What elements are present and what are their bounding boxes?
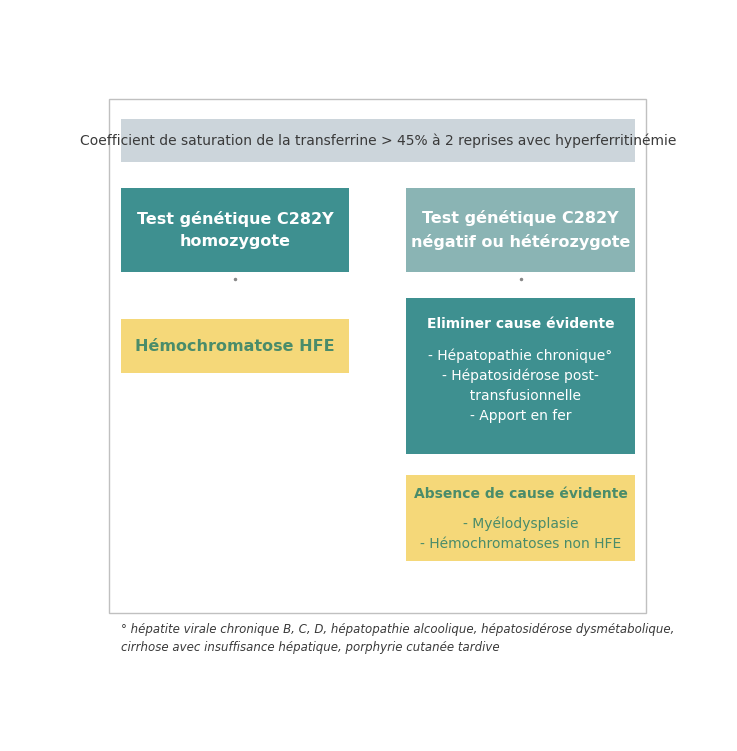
Text: - Myélodysplasie
- Hémochromatoses non HFE: - Myélodysplasie - Hémochromatoses non H… bbox=[420, 517, 621, 551]
FancyBboxPatch shape bbox=[406, 189, 635, 273]
FancyBboxPatch shape bbox=[121, 318, 349, 373]
FancyBboxPatch shape bbox=[109, 99, 646, 614]
Text: Coefficient de saturation de la transferrine > 45% à 2 reprises avec hyperferrit: Coefficient de saturation de la transfer… bbox=[80, 134, 676, 148]
FancyBboxPatch shape bbox=[406, 298, 635, 454]
Text: Test génétique C282Y
négatif ou hétérozygote: Test génétique C282Y négatif ou hétérozy… bbox=[411, 210, 630, 250]
FancyBboxPatch shape bbox=[121, 189, 349, 273]
Text: Absence de cause évidente: Absence de cause évidente bbox=[413, 487, 627, 501]
FancyBboxPatch shape bbox=[121, 119, 635, 162]
Text: - Hépatopathie chronique°
- Hépatosidérose post-
  transfusionnelle
- Apport en : - Hépatopathie chronique° - Hépatosidéro… bbox=[428, 348, 612, 424]
Text: Test génétique C282Y
homozygote: Test génétique C282Y homozygote bbox=[136, 211, 333, 249]
Text: Eliminer cause évidente: Eliminer cause évidente bbox=[427, 317, 615, 331]
Text: Hémochromatose HFE: Hémochromatose HFE bbox=[135, 339, 335, 354]
Text: ° hépatite virale chronique B, C, D, hépatopathie alcoolique, hépatosidérose dys: ° hépatite virale chronique B, C, D, hép… bbox=[121, 623, 674, 654]
FancyBboxPatch shape bbox=[406, 475, 635, 562]
